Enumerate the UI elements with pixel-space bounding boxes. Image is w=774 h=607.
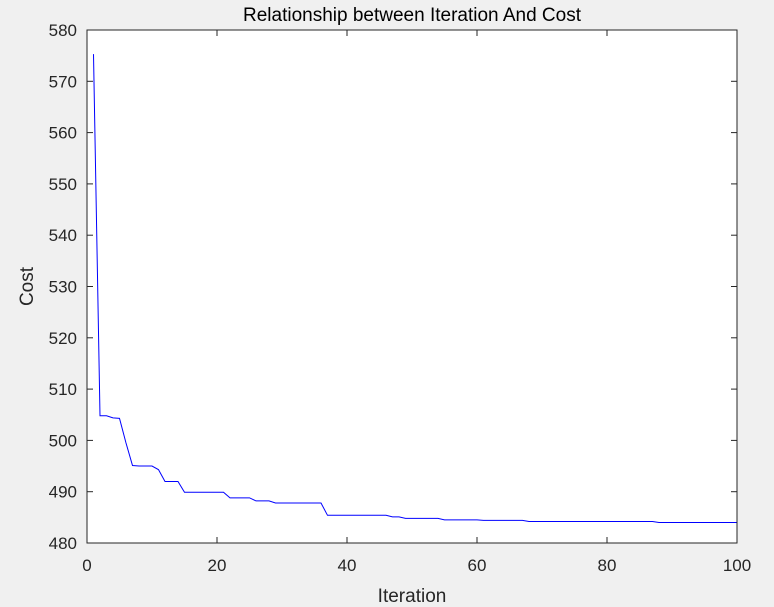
x-tick-label: 100	[723, 556, 751, 575]
x-tick-label: 20	[208, 556, 227, 575]
y-tick-label: 480	[49, 534, 77, 553]
axes-box	[86, 29, 738, 544]
y-tick-label: 500	[49, 431, 77, 450]
plot-area	[87, 30, 737, 543]
y-tick-label: 580	[49, 21, 77, 40]
y-tick-label: 570	[49, 72, 77, 91]
x-tick-label: 80	[598, 556, 617, 575]
y-tick-label: 530	[49, 278, 77, 297]
series-line	[93, 54, 737, 523]
x-tick-label: 60	[468, 556, 487, 575]
x-tick-label: 40	[338, 556, 357, 575]
y-tick-label: 560	[49, 124, 77, 143]
y-tick-label: 520	[49, 329, 77, 348]
x-axis-label: Iteration	[378, 586, 447, 607]
y-tick-label: 540	[49, 226, 77, 245]
plot-marks	[93, 54, 737, 523]
chart-title: Relationship between Iteration And Cost	[243, 5, 582, 26]
y-tick-label: 550	[49, 175, 77, 194]
y-axis-label: Cost	[17, 266, 38, 306]
y-tick-label: 510	[49, 380, 77, 399]
x-tick-label: 0	[82, 556, 91, 575]
y-tick-label: 490	[49, 483, 77, 502]
